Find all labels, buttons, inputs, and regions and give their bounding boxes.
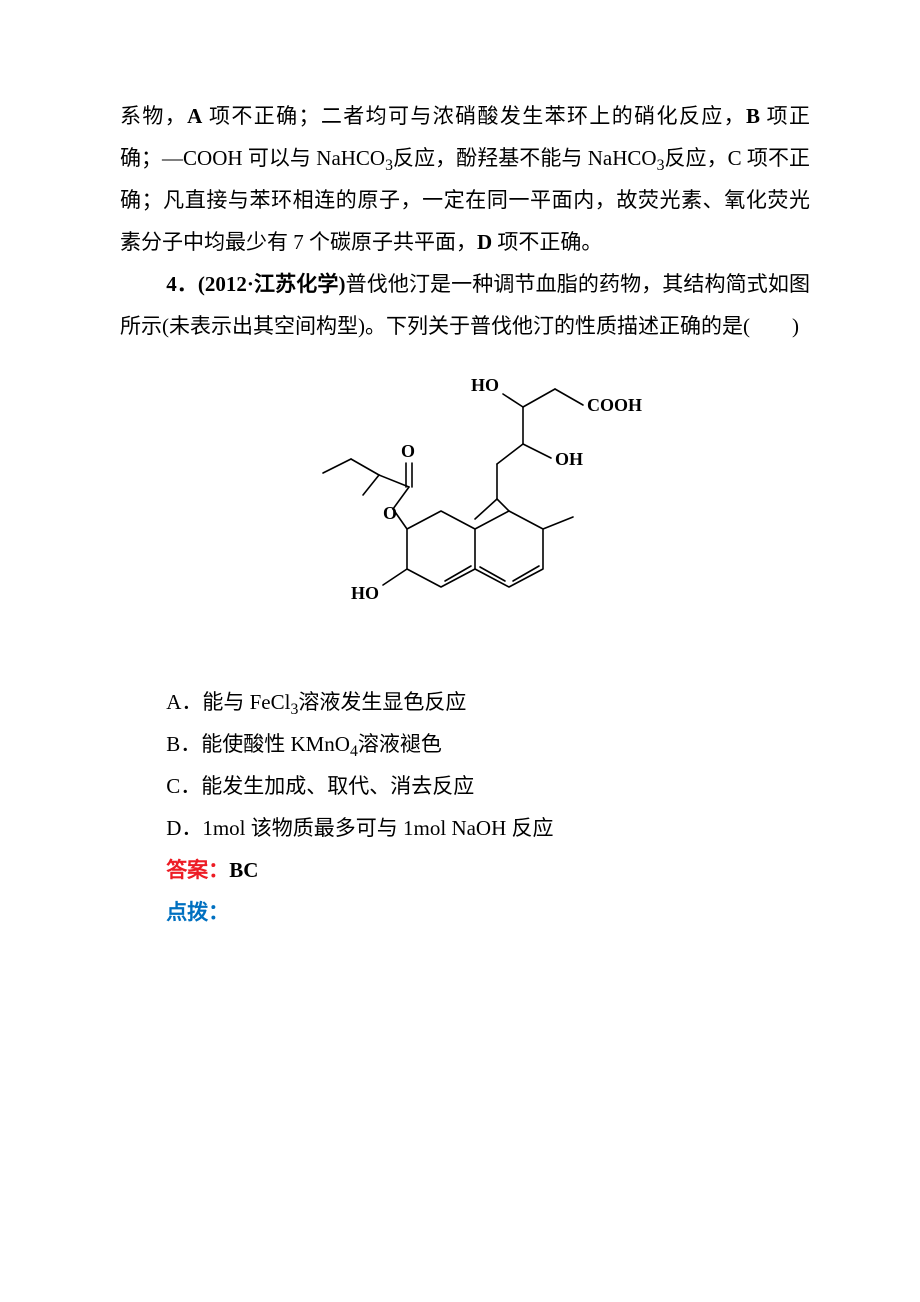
label-OH: OH	[555, 449, 583, 469]
label-COOH: COOH	[587, 395, 642, 415]
expl-text-2: 项不正确；二者均可与浓硝酸发生苯环上的硝化反应，	[209, 104, 746, 128]
q4-number: 4．	[166, 272, 198, 296]
option-B-tail: 溶液褪色	[358, 732, 442, 756]
option-B: B．能使酸性 KMnO4溶液褪色	[120, 723, 810, 765]
q4-source: (2012·江苏化学)	[198, 272, 346, 296]
label-O-ester: O	[383, 503, 397, 523]
option-C-text: C．能发生加成、取代、消去反应	[166, 774, 474, 798]
option-A: A．能与 FeCl3溶液发生显色反应	[120, 681, 810, 723]
expl-sub-1: 3	[385, 157, 393, 174]
option-B-sub: 4	[350, 743, 358, 760]
expl-D: D	[477, 230, 492, 254]
option-A-tail: 溶液发生显色反应	[298, 690, 466, 714]
expl-text-1: 系物，	[120, 104, 187, 128]
expl-A: A	[187, 104, 202, 128]
question-4-stem: 4．(2012·江苏化学)普伐他汀是一种调节血脂的药物，其结构简式如图所示(未表…	[120, 263, 810, 347]
hint-label: 点拨：	[166, 900, 229, 924]
pravastatin-structure-svg: HO COOH OH O O HO	[275, 359, 655, 659]
option-C: C．能发生加成、取代、消去反应	[120, 765, 810, 807]
option-D: D．1mol 该物质最多可与 1mol NaOH 反应	[120, 807, 810, 849]
option-A-text: A．能与 FeCl	[166, 690, 290, 714]
label-HO-bottom: HO	[351, 583, 379, 603]
answer-label: 答案：	[166, 858, 229, 882]
label-HO-top: HO	[471, 375, 499, 395]
expl-B: B	[746, 104, 760, 128]
expl-text-6: 项不正确。	[497, 230, 602, 254]
answer-value: BC	[229, 858, 258, 882]
label-O-carbonyl: O	[401, 441, 415, 461]
option-D-text: D．1mol 该物质最多可与 1mol NaOH 反应	[166, 816, 553, 840]
expl-text-4: 反应，酚羟基不能与 NaHCO	[393, 146, 657, 170]
hint-line: 点拨：	[120, 891, 810, 933]
option-B-text: B．能使酸性 KMnO	[166, 732, 350, 756]
molecular-structure-figure: HO COOH OH O O HO	[120, 359, 810, 673]
answer-line: 答案：BC	[120, 849, 810, 891]
explanation-paragraph: 系物，A 项不正确；二者均可与浓硝酸发生苯环上的硝化反应，B 项正确；—COOH…	[120, 95, 810, 263]
